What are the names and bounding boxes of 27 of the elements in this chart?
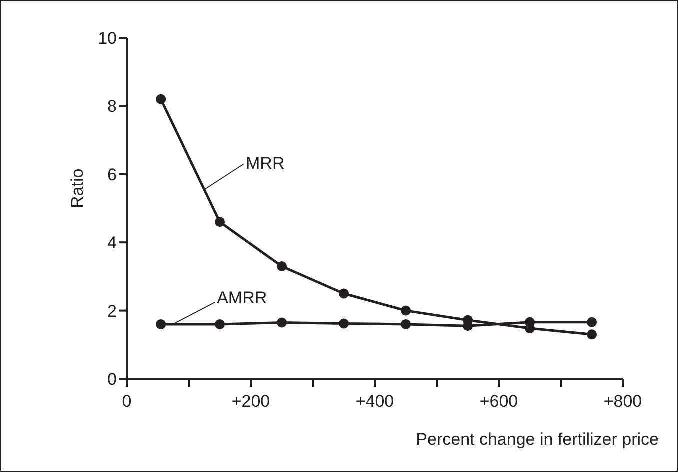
x-tick-label: 0 bbox=[122, 392, 132, 412]
y-axis-title: Ratio bbox=[68, 168, 88, 208]
y-tick-label: 4 bbox=[108, 234, 117, 253]
point bbox=[156, 94, 166, 104]
point bbox=[156, 319, 166, 330]
x-axis-title: Percent change in fertilizer price bbox=[416, 430, 659, 449]
x-tick-label: +600 bbox=[480, 392, 518, 412]
point bbox=[339, 318, 349, 329]
y-tick-label: 2 bbox=[108, 302, 117, 321]
point bbox=[277, 261, 287, 272]
x-tick-label: +800 bbox=[604, 392, 642, 412]
x-tick-label: +400 bbox=[356, 392, 394, 412]
point bbox=[587, 330, 597, 340]
point bbox=[215, 319, 225, 330]
point bbox=[215, 217, 225, 228]
y-tick-label: 8 bbox=[108, 97, 117, 116]
point bbox=[277, 318, 287, 328]
y-tick-label: 10 bbox=[98, 29, 117, 48]
y-tick-label: 6 bbox=[108, 165, 117, 184]
point bbox=[587, 317, 597, 328]
point bbox=[401, 306, 411, 316]
x-tick-label: +200 bbox=[232, 392, 270, 412]
point bbox=[401, 319, 411, 330]
text: MRR bbox=[246, 154, 285, 174]
y-tick-label: 0 bbox=[108, 370, 117, 390]
series-label: AMRR bbox=[217, 288, 268, 308]
point bbox=[339, 288, 349, 299]
